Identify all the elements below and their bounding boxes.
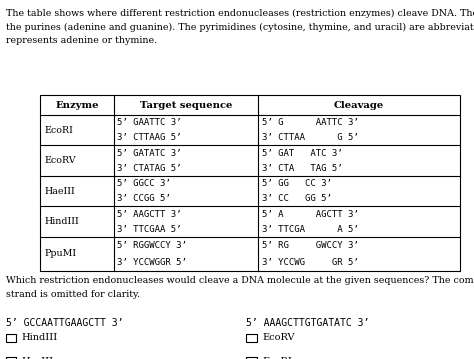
Text: 5’ RGGWCCY 3’: 5’ RGGWCCY 3’ xyxy=(118,241,187,250)
Text: represents adenine or thymine.: represents adenine or thymine. xyxy=(6,36,157,45)
Bar xyxy=(6,357,16,359)
Text: 3’ CC   GG 5’: 3’ CC GG 5’ xyxy=(262,194,332,203)
Text: EcoRV: EcoRV xyxy=(44,156,76,165)
Text: 3’ YCCWGGR 5’: 3’ YCCWGGR 5’ xyxy=(118,258,187,267)
Text: 3’ TTCGAA 5’: 3’ TTCGAA 5’ xyxy=(118,225,182,234)
Text: 3’ CTTAA      G 5’: 3’ CTTAA G 5’ xyxy=(262,133,359,142)
Text: 3’ YCCWG     GR 5’: 3’ YCCWG GR 5’ xyxy=(262,258,359,267)
Bar xyxy=(246,357,257,359)
Text: 5’ RG     GWCCY 3’: 5’ RG GWCCY 3’ xyxy=(262,241,359,250)
Text: 3’ CTTAAG 5’: 3’ CTTAAG 5’ xyxy=(118,133,182,142)
Text: 5’ GGCC 3’: 5’ GGCC 3’ xyxy=(118,179,171,188)
Text: 5’ GCCAATTGAAGCTT 3’: 5’ GCCAATTGAAGCTT 3’ xyxy=(6,318,123,328)
Text: 5’ GAT   ATC 3’: 5’ GAT ATC 3’ xyxy=(262,149,343,158)
Text: Target sequence: Target sequence xyxy=(140,101,232,109)
Text: Cleavage: Cleavage xyxy=(334,101,384,109)
Text: EcoRI: EcoRI xyxy=(263,356,292,359)
Bar xyxy=(246,334,257,342)
Text: 5’ GG   CC 3’: 5’ GG CC 3’ xyxy=(262,179,332,188)
Text: 5’ A      AGCTT 3’: 5’ A AGCTT 3’ xyxy=(262,210,359,219)
Text: PpuMI: PpuMI xyxy=(44,250,76,258)
Text: strand is omitted for clarity.: strand is omitted for clarity. xyxy=(6,290,140,299)
Text: 5’ AAGCTT 3’: 5’ AAGCTT 3’ xyxy=(118,210,182,219)
Text: 5’ AAAGCTTGTGATATC 3’: 5’ AAAGCTTGTGATATC 3’ xyxy=(246,318,370,328)
Text: The table shows where different restriction endonucleases (restriction enzymes) : The table shows where different restrict… xyxy=(6,9,474,18)
Text: HaeIII: HaeIII xyxy=(22,356,54,359)
Text: 3’ TTCGA      A 5’: 3’ TTCGA A 5’ xyxy=(262,225,359,234)
Text: 5’ G      AATTC 3’: 5’ G AATTC 3’ xyxy=(262,118,359,127)
Text: 3’ CTA   TAG 5’: 3’ CTA TAG 5’ xyxy=(262,164,343,173)
Bar xyxy=(40,95,460,271)
Text: Which restriction endonucleases would cleave a DNA molecule at the given sequenc: Which restriction endonucleases would cl… xyxy=(6,276,474,285)
Text: 3’ CTATAG 5’: 3’ CTATAG 5’ xyxy=(118,164,182,173)
Text: EcoRI: EcoRI xyxy=(44,126,73,135)
Text: HindIII: HindIII xyxy=(22,333,58,342)
Text: Enzyme: Enzyme xyxy=(55,101,99,109)
Text: EcoRV: EcoRV xyxy=(263,333,295,342)
Text: HindIII: HindIII xyxy=(44,217,79,226)
Text: 3’ CCGG 5’: 3’ CCGG 5’ xyxy=(118,194,171,203)
Text: HaeIII: HaeIII xyxy=(44,187,75,196)
Text: the purines (adenine and guanine). The pyrimidines (cytosine, thymine, and uraci: the purines (adenine and guanine). The p… xyxy=(6,23,474,32)
Text: 5’ GATATC 3’: 5’ GATATC 3’ xyxy=(118,149,182,158)
Text: 5’ GAATTC 3’: 5’ GAATTC 3’ xyxy=(118,118,182,127)
Bar xyxy=(6,334,16,342)
